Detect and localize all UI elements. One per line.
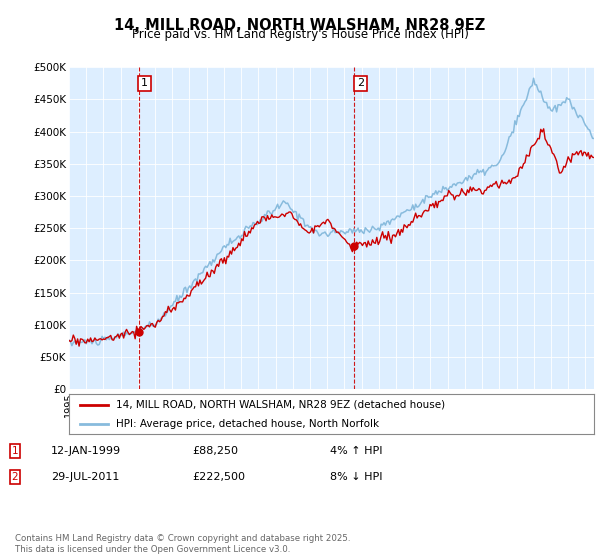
Text: 4% ↑ HPI: 4% ↑ HPI xyxy=(330,446,383,456)
Text: Price paid vs. HM Land Registry's House Price Index (HPI): Price paid vs. HM Land Registry's House … xyxy=(131,28,469,41)
Text: 29-JUL-2011: 29-JUL-2011 xyxy=(51,472,119,482)
Text: 2: 2 xyxy=(11,472,19,482)
Text: 12-JAN-1999: 12-JAN-1999 xyxy=(51,446,121,456)
Text: HPI: Average price, detached house, North Norfolk: HPI: Average price, detached house, Nort… xyxy=(116,419,379,429)
Text: £222,500: £222,500 xyxy=(192,472,245,482)
Text: 14, MILL ROAD, NORTH WALSHAM, NR28 9EZ (detached house): 14, MILL ROAD, NORTH WALSHAM, NR28 9EZ (… xyxy=(116,400,445,410)
Text: 14, MILL ROAD, NORTH WALSHAM, NR28 9EZ: 14, MILL ROAD, NORTH WALSHAM, NR28 9EZ xyxy=(115,18,485,33)
Text: £88,250: £88,250 xyxy=(192,446,238,456)
Text: 8% ↓ HPI: 8% ↓ HPI xyxy=(330,472,383,482)
Text: 2: 2 xyxy=(357,78,364,88)
Text: Contains HM Land Registry data © Crown copyright and database right 2025.
This d: Contains HM Land Registry data © Crown c… xyxy=(15,534,350,554)
Text: 1: 1 xyxy=(141,78,148,88)
Text: 1: 1 xyxy=(11,446,19,456)
